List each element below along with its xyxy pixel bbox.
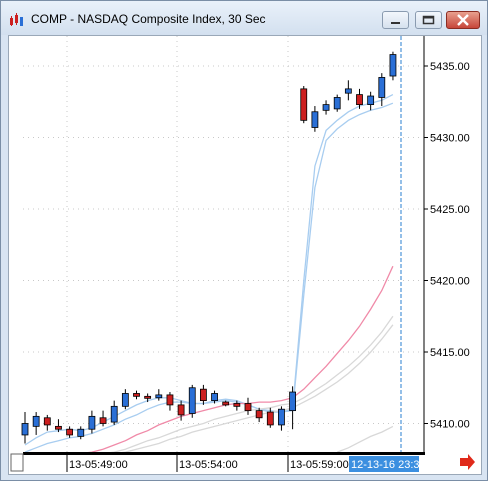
candle-body [255,410,263,419]
arrow-right-icon[interactable] [460,454,475,470]
price-label: 5420.00 [430,276,470,288]
candle-body [144,395,152,399]
price-label: 5430.00 [430,133,470,145]
chart-icon [10,13,23,26]
candle-body [367,95,375,106]
restore-icon [422,15,435,25]
price-label: 5435.00 [430,61,470,73]
candle-body [389,54,397,77]
chart-area[interactable]: 5435.00 5430.00 5425.00 5420.00 5415.00 5410.… [8,35,482,475]
crosshair-time-badge [349,456,419,472]
moving-average-line [80,265,394,455]
candle-body [133,393,140,397]
scroll-box[interactable] [10,453,24,472]
moving-average-line [336,425,394,453]
time-label: 13-05:59:00 [290,459,349,471]
candle-body [121,393,129,407]
candle-body [88,415,96,430]
candle-body [233,403,241,407]
time-label: 13-05:49:00 [69,459,128,471]
candle-body [356,94,363,106]
window-title: COMP - NASDAQ Composite Index, 30 Sec [31,12,266,26]
candle-body [289,391,297,412]
candle-body [278,408,285,426]
candle-body [166,394,174,406]
time-axis: 13-05:49:00 13-05:54:00 13-05:59:00 [66,455,349,472]
moving-average-line [24,94,394,446]
candle-body [55,425,62,430]
moving-average-line [24,102,394,453]
candle-body [188,387,196,414]
candle-body [222,401,230,406]
candle-body [244,403,252,412]
minimize-icon [391,22,400,24]
candle-body [32,415,40,427]
candle-body [177,404,185,416]
candles [21,51,397,444]
price-axis: 5435.00 5430.00 5425.00 5420.00 5415.00 5410.… [424,61,470,431]
moving-average-line [114,324,394,455]
grid [23,36,423,452]
moving-averages [24,94,394,455]
candle-body [378,77,386,98]
candlestick-chart[interactable]: 5435.00 5430.00 5425.00 5420.00 5415.00 5410.… [9,36,481,474]
minimize-button[interactable] [382,11,409,29]
candle-body [21,423,29,436]
title-bar[interactable]: COMP - NASDAQ Composite Index, 30 Sec [1,1,487,35]
candle-body [43,417,51,426]
close-button[interactable] [446,11,480,29]
time-label: 13-05:54:00 [179,459,238,471]
candle-body [266,411,274,426]
candle-body [333,97,341,110]
crosshair-time-label: 12-13-16 23:34:00 [351,459,441,471]
price-label: 5415.00 [430,347,470,359]
close-icon [457,14,469,26]
candle-body [66,428,73,436]
candle-body [110,405,118,423]
restore-button[interactable] [415,11,442,29]
price-label: 5410.00 [430,419,470,431]
candle-body [344,88,352,94]
candle-body [311,111,319,128]
candle-body [155,394,163,399]
time-axis-bar [23,452,425,455]
candle-body [211,393,218,402]
candle-body [199,388,207,402]
candle-body [99,417,107,424]
price-label: 5425.00 [430,204,470,216]
candle-body [322,104,330,111]
candle-body [300,88,308,121]
moving-average-line [102,315,394,455]
candle-body [77,428,85,437]
